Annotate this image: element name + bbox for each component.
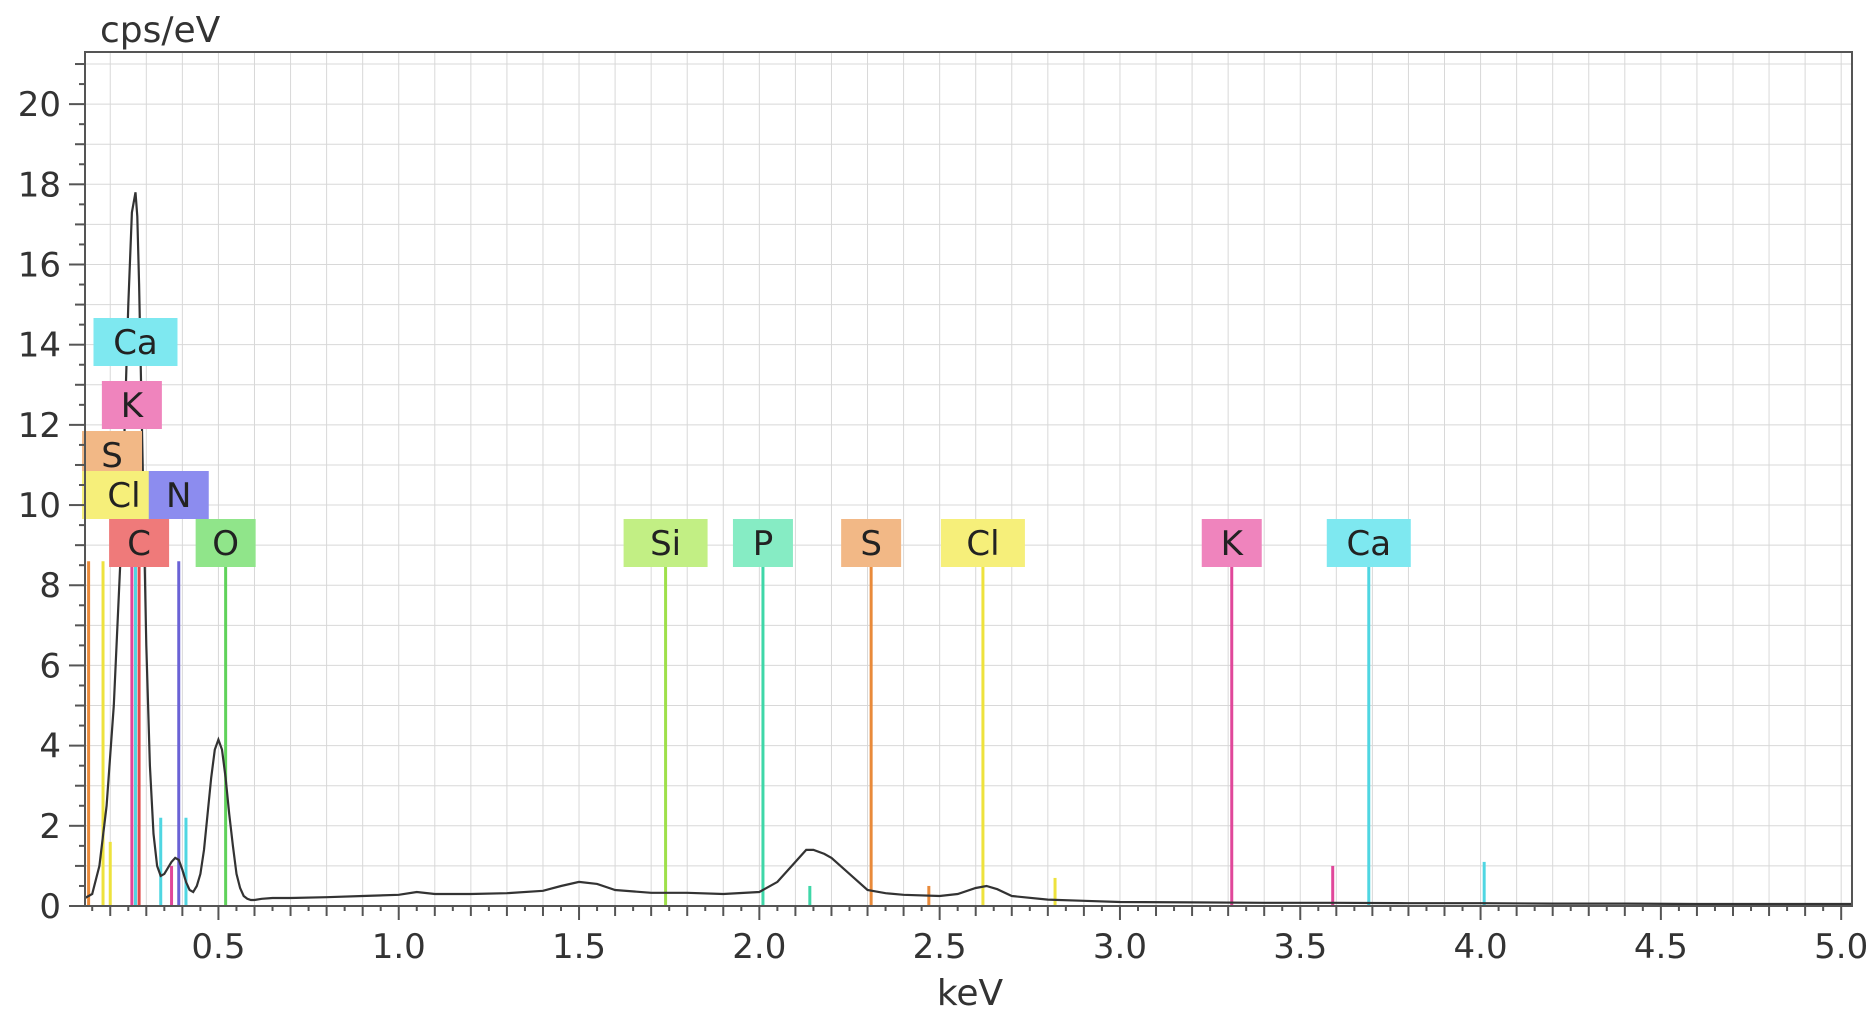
element-label-text: P xyxy=(753,524,774,564)
element-label-text: Ca xyxy=(113,323,158,363)
spectrum-line xyxy=(84,192,1852,906)
element-label-box xyxy=(623,519,708,567)
plot-frame xyxy=(84,51,1853,907)
element-label-k: K xyxy=(1201,519,1262,567)
element-label-text: O xyxy=(212,524,239,564)
y-tick-label: 8 xyxy=(39,566,61,606)
x-tick-label: 3.5 xyxy=(1273,927,1327,967)
element-label-text: Ca xyxy=(1346,524,1391,564)
element-label-text: K xyxy=(1221,524,1245,564)
element-label-ca: Ca xyxy=(1326,519,1411,567)
element-label-k: K xyxy=(101,381,162,429)
x-tick-label: 0.5 xyxy=(191,927,245,967)
x-axis-label: keV xyxy=(937,973,1004,1014)
element-label-box xyxy=(841,519,902,567)
element-label-text: N xyxy=(166,476,191,516)
y-tick-label: 6 xyxy=(39,646,61,686)
element-label-box xyxy=(732,519,793,567)
x-tick-label: 1.0 xyxy=(372,927,426,967)
y-tick-label: 16 xyxy=(18,245,61,285)
x-axis: 0.5 1.0 1.5 2.0 2.5 3.0 3.5 4.0 4.5 5.0 xyxy=(91,906,1868,967)
grid xyxy=(85,52,1852,906)
y-tick-label: 18 xyxy=(18,165,61,205)
element-label-box xyxy=(195,519,256,567)
element-label-box xyxy=(109,519,170,567)
element-label-text: K xyxy=(121,386,145,426)
y-tick-label: 20 xyxy=(18,85,61,125)
x-tick-label: 2.5 xyxy=(913,927,967,967)
element-label-s: S xyxy=(841,519,902,567)
element-marker-lines xyxy=(87,561,1371,906)
element-label-text: Si xyxy=(650,524,681,564)
element-label-text: C xyxy=(127,524,151,564)
element-label-cl: Cl xyxy=(940,519,1025,567)
element-label-text: Cl xyxy=(107,476,140,516)
element-label-box xyxy=(1201,519,1262,567)
element-label-c: C xyxy=(109,519,170,567)
element-label-box xyxy=(101,381,162,429)
y-axis: 0 2 4 6 8 10 12 14 16 18 20 xyxy=(18,63,85,927)
x-tick-label: 2.0 xyxy=(732,927,786,967)
element-label-si: Si xyxy=(623,519,708,567)
x-tick-label: 1.5 xyxy=(552,927,606,967)
y-tick-label: 2 xyxy=(39,807,61,847)
element-label-n: N xyxy=(148,471,209,519)
element-label-text: Cl xyxy=(966,524,999,564)
element-label-o: O xyxy=(195,519,256,567)
x-tick-label: 5.0 xyxy=(1814,927,1868,967)
element-label-box xyxy=(1326,519,1411,567)
y-tick-label: 12 xyxy=(18,406,61,446)
minor-line-markers xyxy=(108,817,1486,906)
element-label-box xyxy=(148,471,209,519)
y-tick-label: 10 xyxy=(18,486,61,526)
y-tick-label: 14 xyxy=(18,326,61,366)
element-label-p: P xyxy=(732,519,793,567)
x-tick-label: 4.5 xyxy=(1634,927,1688,967)
y-tick-label: 4 xyxy=(39,727,61,767)
element-label-text: S xyxy=(101,436,123,476)
element-label-ca: Ca xyxy=(93,318,178,366)
y-axis-label: cps/eV xyxy=(100,10,221,51)
x-tick-label: 4.0 xyxy=(1454,927,1508,967)
element-label-text: S xyxy=(860,524,882,564)
x-tick-label: 3.0 xyxy=(1093,927,1147,967)
element-label-box xyxy=(93,318,178,366)
y-tick-label: 0 xyxy=(39,887,61,927)
element-label-box xyxy=(940,519,1025,567)
